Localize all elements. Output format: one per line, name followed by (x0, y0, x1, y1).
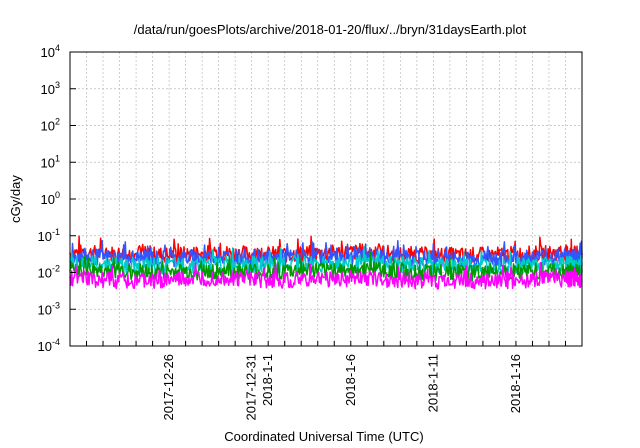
y-axis-label: cGy/day (8, 175, 23, 223)
y-tick-label: 102 (41, 117, 60, 134)
chart-title: /data/run/goesPlots/archive/2018-01-20/f… (134, 22, 527, 37)
y-tick-label: 10-2 (38, 264, 60, 281)
grid (69, 51, 583, 347)
x-tick-label: 2017-12-31 (244, 354, 259, 421)
y-tick-label: 10-1 (38, 227, 60, 244)
y-tick-label: 101 (41, 153, 60, 170)
x-axis-label: Coordinated Universal Time (UTC) (224, 429, 423, 444)
y-tick-label: 100 (41, 190, 60, 207)
series-line-5 (69, 261, 583, 290)
x-tick-label: 2018-1-16 (508, 354, 523, 413)
x-tick-label: 2018-1-6 (343, 354, 358, 406)
series-layer (69, 235, 583, 290)
x-tick-label: 2018-1-1 (260, 354, 275, 406)
x-axis-ticks: 2017-12-26 2017-12-31 2018-1-1 2018-1-6 2018… (69, 341, 583, 421)
y-tick-label: 104 (41, 43, 60, 60)
y-tick-label: 103 (41, 80, 60, 97)
y-axis-ticks: 10-4 10-3 10-2 10-1 100 101 102 103 104 (38, 43, 76, 354)
y-tick-label: 10-3 (38, 300, 60, 317)
y-tick-label: 10-4 (38, 337, 60, 354)
x-tick-label: 2018-1-11 (425, 354, 440, 412)
plot-area-border (69, 51, 583, 347)
x-tick-label: 2017-12-26 (161, 354, 176, 421)
